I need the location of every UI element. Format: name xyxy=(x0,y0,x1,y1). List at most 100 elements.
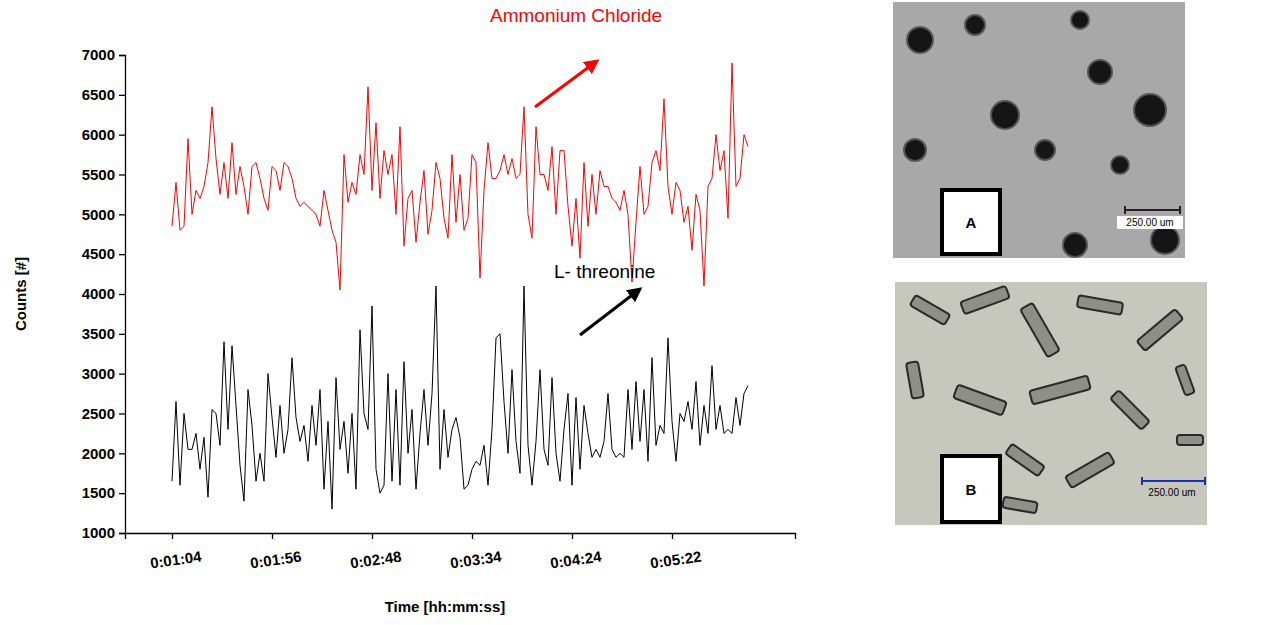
scale-bar-cap xyxy=(1124,206,1126,214)
crystal xyxy=(1065,452,1115,488)
series-label: L- threonine xyxy=(554,261,655,282)
crystal xyxy=(1071,11,1089,29)
lines xyxy=(172,63,748,509)
image-panel: 250.00 um B xyxy=(895,282,1207,525)
series-arrow xyxy=(580,289,640,335)
crystal xyxy=(1029,375,1091,404)
y-tick-label: 5500 xyxy=(82,166,115,183)
crystal xyxy=(1111,156,1129,174)
crystal xyxy=(1020,303,1060,358)
x-tick-mark xyxy=(472,533,473,539)
y-tick-mark xyxy=(119,214,125,215)
crystal xyxy=(953,385,1007,416)
crystal xyxy=(1177,435,1203,445)
panel-label: A xyxy=(966,214,977,231)
annotations: Ammonium Chloride L- threonine xyxy=(490,5,662,335)
crystal xyxy=(1063,233,1087,257)
scale-bar-label: 250.00 um xyxy=(1148,487,1195,498)
y-tick-mark xyxy=(119,374,125,375)
y-tick-label: 4000 xyxy=(82,285,115,302)
crystal xyxy=(1175,364,1195,396)
y-tick-label: 3500 xyxy=(82,325,115,342)
scale-bar-label-bg xyxy=(1117,216,1183,229)
y-axis: 1000 1500 2000 2500 3000 3500 4000 4500 5000 5500… xyxy=(82,46,126,541)
y-tick: 2000 xyxy=(82,445,125,462)
x-tick: 0:01:04 xyxy=(149,533,203,572)
y-tick-label: 2500 xyxy=(82,405,115,422)
y-tick: 4500 xyxy=(82,245,125,262)
x-tick: 0:02:48 xyxy=(349,533,403,572)
y-tick-label: 1000 xyxy=(82,524,115,541)
y-tick-mark xyxy=(119,413,125,414)
x-tick-label: 0:01:56 xyxy=(249,548,303,572)
y-tick-mark xyxy=(119,174,125,175)
x-axis: 0:01:04 0:01:56 0:02:48 0:03:34 0:04:24 0:05:… xyxy=(126,533,796,572)
y-tick-label: 6000 xyxy=(82,126,115,143)
chart-svg: 1000 1500 2000 2500 3000 3500 4000 4500 5000 5500… xyxy=(0,0,1268,625)
y-tick-label: 3000 xyxy=(82,365,115,382)
series-line xyxy=(172,63,748,290)
series-label: Ammonium Chloride xyxy=(490,5,662,26)
x-tick-mark xyxy=(272,533,273,539)
y-tick: 3000 xyxy=(82,365,125,382)
crystal xyxy=(1088,60,1112,84)
crystal xyxy=(1137,309,1184,351)
chart-root: 1000 1500 2000 2500 3000 3500 4000 4500 5000 5500… xyxy=(0,0,1268,625)
x-tick-mark xyxy=(572,533,573,539)
crystal xyxy=(1110,390,1150,430)
y-tick-mark xyxy=(119,55,125,56)
x-tick: 0:01:56 xyxy=(249,533,303,572)
y-tick-mark xyxy=(119,95,125,96)
y-tick: 5000 xyxy=(82,206,125,223)
scale-bar-cap xyxy=(1179,206,1181,214)
y-tick-label: 1500 xyxy=(82,484,115,501)
crystal xyxy=(1035,140,1055,160)
x-tick: 0:03:34 xyxy=(449,533,503,572)
y-tick: 2500 xyxy=(82,405,125,422)
y-tick-label: 4500 xyxy=(82,245,115,262)
crystal xyxy=(1134,94,1166,126)
y-tick: 1000 xyxy=(82,524,125,541)
image-area xyxy=(895,282,1207,525)
x-tick-mark xyxy=(172,533,173,539)
y-axis-line xyxy=(119,56,126,534)
y-tick-label: 2000 xyxy=(82,445,115,462)
x-tick-label: 0:05:22 xyxy=(649,548,703,572)
y-tick: 4000 xyxy=(82,285,125,302)
scale-bar-cap xyxy=(1204,477,1206,485)
x-tick-mark xyxy=(372,533,373,539)
panel-label: B xyxy=(966,481,977,498)
y-tick-mark xyxy=(119,334,125,335)
crystal xyxy=(1151,226,1179,254)
crystal xyxy=(960,286,1010,315)
x-tick-mark xyxy=(672,533,673,539)
y-tick-label: 7000 xyxy=(82,46,115,63)
scale-bar-cap xyxy=(1141,477,1143,485)
y-tick-mark xyxy=(119,493,125,494)
image-panel: 250.00 um A xyxy=(893,2,1185,258)
crystal xyxy=(910,295,951,325)
scale-bar xyxy=(1125,209,1180,211)
x-tick-label: 0:04:24 xyxy=(549,547,603,571)
scale-bar-label: 250.00 um xyxy=(1126,217,1173,228)
y-tick-mark xyxy=(119,135,125,136)
series-arrow xyxy=(535,61,597,107)
y-tick: 3500 xyxy=(82,325,125,342)
image-area xyxy=(893,2,1185,258)
y-tick-mark xyxy=(119,453,125,454)
x-tick-label: 0:01:04 xyxy=(149,547,203,571)
x-tick: 0:04:24 xyxy=(549,533,603,572)
y-tick-mark xyxy=(119,533,125,534)
image-panels: 250.00 um A 250.00 um B xyxy=(893,2,1207,525)
crystal xyxy=(1005,444,1045,477)
y-tick: 7000 xyxy=(82,46,125,63)
panel-label-box xyxy=(942,456,1000,522)
y-axis-title: Counts [#] xyxy=(12,257,29,331)
crystal xyxy=(904,139,926,161)
y-tick-label: 6500 xyxy=(82,86,115,103)
scale-bar xyxy=(1142,480,1205,482)
crystal xyxy=(991,101,1019,129)
y-tick: 6500 xyxy=(82,86,125,103)
series-line xyxy=(172,286,748,509)
crystal xyxy=(1002,497,1037,514)
